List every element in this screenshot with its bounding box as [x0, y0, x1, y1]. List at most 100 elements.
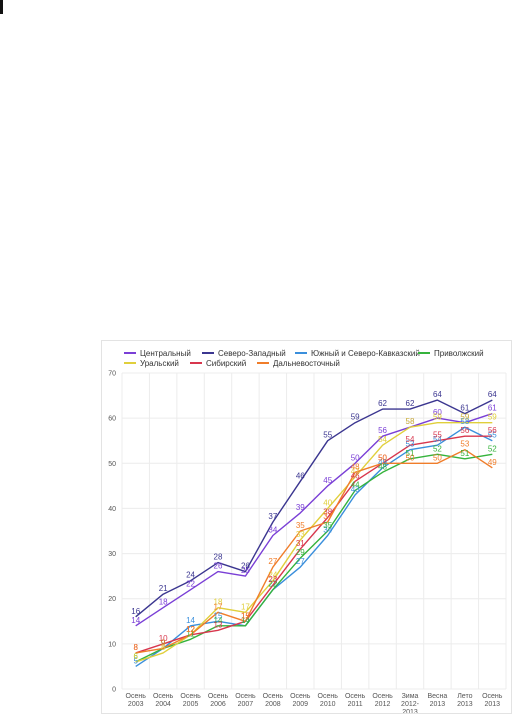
line-chart-svg: Центральный Северо-Западный Южный и Северо… — [108, 349, 507, 714]
data-label: 11 — [186, 629, 195, 638]
data-labels: 1418222625343945505658605961162124282637… — [131, 390, 497, 665]
legend-item[interactable]: Уральский — [124, 359, 179, 368]
data-label: 17 — [241, 602, 250, 611]
data-label: 35 — [296, 521, 305, 530]
data-label: 8 — [133, 643, 138, 652]
data-label: 45 — [323, 476, 332, 485]
data-label: 55 — [323, 431, 332, 440]
grid — [121, 372, 507, 690]
data-label: 58 — [406, 417, 415, 426]
data-label: 60 — [433, 408, 442, 417]
axes: 0 10 20 30 40 50 60 70 Осень 2003 Осень 2004 Осень 20… — [108, 371, 503, 714]
line-chart: Центральный Северо-Западный Южный и Северо… — [101, 340, 512, 714]
data-label: 6 — [133, 652, 138, 661]
data-label: 52 — [433, 444, 442, 453]
data-label: 22 — [186, 580, 195, 589]
x-tick-label: Осень 2013 — [482, 693, 503, 708]
data-label: 15 — [241, 611, 250, 620]
y-tick-label: 60 — [108, 416, 116, 423]
data-label: 38 — [323, 507, 332, 516]
data-label: 58 — [406, 417, 415, 426]
x-tick-label: Осень 2007 — [235, 693, 256, 708]
x-tick-label: Зима 2012-2013 — [401, 693, 420, 713]
legend-label: Уральский — [140, 359, 179, 368]
data-label: 14 — [241, 616, 250, 625]
data-label: 49 — [488, 458, 497, 467]
data-label: 34 — [268, 526, 277, 535]
data-label: 25 — [241, 566, 250, 575]
data-label: 8 — [133, 643, 138, 652]
x-tick-label: Осень 2004 — [153, 693, 174, 708]
x-tick-label: Осень 2012 — [372, 693, 393, 708]
x-tick-label: Осень 2003 — [126, 693, 147, 708]
data-label: 17 — [214, 602, 223, 611]
legend-item[interactable]: Приволжский — [418, 349, 484, 358]
data-label: 59 — [488, 413, 497, 422]
data-label: 24 — [186, 571, 195, 580]
data-label: 54 — [406, 435, 415, 444]
x-tick-label: Лето 2013 — [457, 693, 473, 708]
data-label: 59 — [433, 413, 442, 422]
legend-item[interactable]: Южный и Северо-Кавказский — [295, 349, 420, 358]
data-label: 43 — [351, 485, 360, 494]
series-line[interactable] — [135, 435, 493, 654]
data-label: 12 — [186, 625, 195, 634]
data-label: 49 — [378, 458, 387, 467]
series-line[interactable] — [135, 448, 493, 654]
data-label: 18 — [159, 598, 168, 607]
data-label: 53 — [406, 440, 415, 449]
data-label: 28 — [214, 553, 223, 562]
x-tick-label: Осень 2005 — [180, 693, 201, 708]
data-label: 8 — [161, 643, 166, 652]
data-label: 14 — [131, 616, 140, 625]
data-label: 51 — [406, 449, 415, 458]
series-line[interactable] — [135, 412, 493, 627]
data-label: 51 — [460, 449, 469, 458]
data-label: 14 — [214, 616, 223, 625]
data-label: 15 — [241, 611, 250, 620]
data-label: 18 — [214, 598, 223, 607]
data-label: 56 — [378, 426, 387, 435]
x-tick-label: Весна 2013 — [428, 693, 448, 708]
data-label: 13 — [214, 620, 223, 629]
legend-label: Дальневосточный — [273, 359, 340, 368]
data-label: 9 — [161, 638, 166, 647]
data-label: 59 — [460, 413, 469, 422]
data-label: 37 — [268, 512, 277, 521]
y-tick-label: 50 — [108, 461, 116, 468]
series-line[interactable] — [135, 453, 493, 663]
data-label: 39 — [296, 503, 305, 512]
data-label: 23 — [268, 575, 277, 584]
data-label: 5 — [133, 656, 138, 665]
data-label: 35 — [323, 521, 332, 530]
legend-item[interactable]: Сибирский — [190, 359, 246, 368]
legend: Центральный Северо-Западный Южный и Северо… — [124, 349, 484, 368]
legend-label: Северо-Западный — [218, 349, 286, 358]
data-label: 22 — [268, 580, 277, 589]
data-label: 58 — [460, 417, 469, 426]
series-lines — [135, 399, 493, 667]
x-tick-label: Осень 2010 — [318, 693, 339, 708]
y-tick-label: 30 — [108, 551, 116, 558]
data-label: 64 — [433, 390, 442, 399]
legend-item[interactable]: Центральный — [124, 349, 191, 358]
data-label: 12 — [186, 625, 195, 634]
data-label: 21 — [159, 584, 168, 593]
data-label: 61 — [488, 404, 497, 413]
data-label: 64 — [488, 390, 497, 399]
data-label: 14 — [186, 616, 195, 625]
legend-label: Приволжский — [434, 349, 484, 358]
legend-item[interactable]: Дальневосточный — [257, 359, 340, 368]
data-label: 52 — [488, 444, 497, 453]
data-label: 54 — [433, 435, 442, 444]
data-label: 59 — [460, 413, 469, 422]
data-label: 44 — [351, 480, 360, 489]
series-line[interactable] — [135, 426, 493, 667]
data-label: 62 — [406, 399, 415, 408]
data-label: 46 — [351, 471, 360, 480]
series-line[interactable] — [135, 399, 493, 618]
y-tick-label: 10 — [108, 641, 116, 648]
legend-item[interactable]: Северо-Западный — [202, 349, 286, 358]
data-label: 50 — [378, 453, 387, 462]
y-tick-label: 70 — [108, 371, 116, 378]
